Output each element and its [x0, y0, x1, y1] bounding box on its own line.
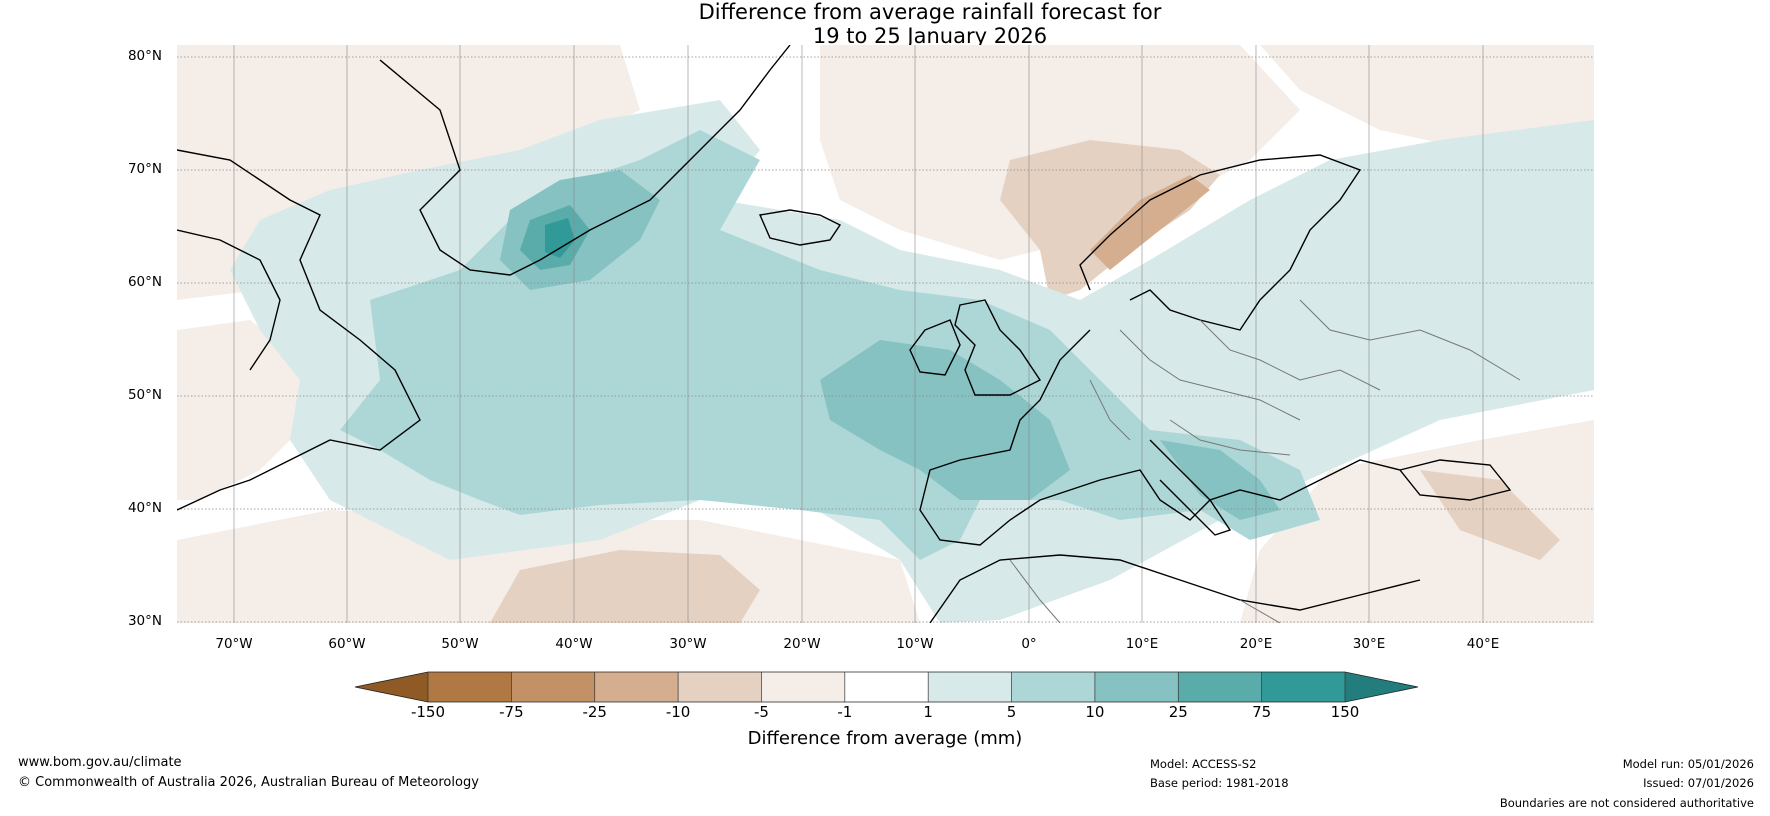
drier-zone-atlantic-south: [490, 550, 760, 623]
lon-label-10e: 10°E: [1125, 636, 1159, 652]
colorbar-segment: [1261, 672, 1346, 702]
latitude-gridlines: [177, 56, 1594, 623]
lat-label-50n: 50°N: [127, 387, 162, 403]
wetter-zone-greenland-peak: [545, 218, 575, 258]
anomaly-field: [177, 45, 1594, 623]
colorbar-tick-label: -75: [499, 703, 524, 721]
lon-label-40e: 40°E: [1466, 636, 1500, 652]
title-line-1: Difference from average rainfall forecas…: [698, 0, 1162, 24]
colorbar-label: Difference from average (mm): [747, 728, 1023, 749]
footer-issued: Issued: 07/01/2026: [1643, 776, 1754, 790]
coastline-greenland: [379, 45, 791, 276]
drier-zone-east: [1240, 420, 1594, 623]
colorbar-segment: [761, 672, 846, 702]
lon-label-20w: 20°W: [783, 636, 821, 652]
coastline-scandinavia: [1079, 154, 1362, 331]
colorbar-segment: [511, 672, 596, 702]
colorbar-tick-label: -25: [582, 703, 607, 721]
colorbar-segment: [928, 672, 1013, 702]
lat-label-70n: 70°N: [127, 161, 162, 177]
colorbar-segment: [1011, 672, 1096, 702]
longitude-gridlines: [233, 45, 1484, 623]
colorbar-tick-label: -5: [753, 703, 769, 721]
drier-zone-turkey: [1420, 470, 1560, 560]
footer-copyright: © Commonwealth of Australia 2026, Austra…: [18, 775, 479, 790]
title-line-2: 19 to 25 January 2026: [812, 24, 1048, 48]
colorbar-tick-label: 1: [923, 703, 933, 721]
footer-base-period: Base period: 1981-2018: [1150, 776, 1289, 790]
colorbar-tick-label: -150: [410, 703, 446, 721]
coastline-iceland: [759, 209, 842, 246]
coastline-north-america: [177, 149, 421, 511]
lon-label-70w: 70°W: [215, 636, 253, 652]
lat-label-30n: 30°N: [127, 613, 162, 629]
colorbar-tick-label: 25: [1168, 703, 1188, 721]
drier-zone-west: [177, 320, 310, 500]
colorbar-tick-label: -10: [665, 703, 691, 721]
wetter-zone-iberia-france: [820, 340, 1070, 500]
footer-model-run: Model run: 05/01/2026: [1622, 757, 1754, 771]
footer-model: Model: ACCESS-S2: [1150, 757, 1257, 771]
colorbar-tick-label: 150: [1330, 703, 1360, 721]
coastline-black-sea: [1398, 459, 1512, 501]
lon-label-10w: 10°W: [896, 636, 934, 652]
colorbar-segment: [844, 672, 929, 702]
national-boundaries: [1009, 299, 1521, 623]
coastline-north-africa: [929, 554, 1421, 623]
colorbar-extend-low: [355, 672, 428, 702]
lon-label-20e: 20°E: [1239, 636, 1273, 652]
coastlines: [177, 45, 1512, 623]
lon-label-40w: 40°W: [555, 636, 593, 652]
wetter-zone-italy: [1160, 440, 1280, 520]
colorbar-segment: [1178, 672, 1263, 702]
drier-zone-norway-coast: [1090, 175, 1210, 270]
drier-zone-norway: [1000, 140, 1220, 300]
colorbar-tick-label: -1: [837, 703, 853, 721]
colorbar-tick-label: 10: [1085, 703, 1105, 721]
lon-label-60w: 60°W: [328, 636, 366, 652]
lon-label-50w: 50°W: [441, 636, 479, 652]
chart-title: Difference from average rainfall forecas…: [0, 0, 1770, 48]
colorbar-segment: [428, 672, 512, 702]
lon-label-30w: 30°W: [669, 636, 707, 652]
colorbar: [354, 671, 1419, 703]
footer-website: www.bom.gov.au/climate: [18, 755, 182, 770]
lat-label-60n: 60°N: [127, 274, 162, 290]
lon-label-30e: 30°E: [1352, 636, 1386, 652]
coastline-great-britain: [954, 299, 1042, 396]
colorbar-segment: [678, 672, 762, 702]
colorbar-extend-high: [1345, 672, 1418, 702]
coastline-labrador-bay: [177, 229, 281, 371]
colorbar-segment: [1094, 672, 1179, 702]
coastline-italy: [1149, 439, 1232, 536]
lon-label-0: 0°: [1021, 636, 1037, 652]
lat-label-80n: 80°N: [127, 48, 162, 64]
lat-label-40n: 40°N: [127, 500, 162, 516]
coastline-europe-mainland: [919, 329, 1401, 546]
colorbar-segment: [594, 672, 679, 702]
colorbar-tick-label: 75: [1252, 703, 1272, 721]
coastline-ireland: [909, 319, 961, 376]
colorbar-tick-label: 5: [1006, 703, 1017, 721]
footer-disclaimer: Boundaries are not considered authoritat…: [1499, 796, 1754, 810]
